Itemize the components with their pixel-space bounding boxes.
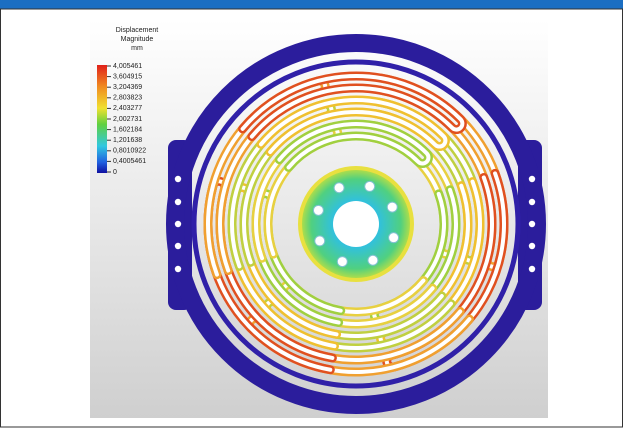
hole (175, 176, 181, 182)
page: Displacement Magnitude mm 4,005461 3,6049… (0, 0, 623, 428)
screenshot: Displacement Magnitude mm 4,005461 3,6049… (0, 0, 623, 428)
hole (529, 243, 535, 249)
hole (529, 221, 535, 227)
color-bar-label: 0,4005461 (113, 158, 146, 165)
bolt-hole (313, 205, 323, 215)
color-bar (97, 65, 107, 173)
color-bar-label: 0,8010922 (113, 148, 146, 155)
bore (333, 201, 379, 247)
hole (175, 199, 181, 205)
bolt-hole (387, 202, 397, 212)
color-bar-label: 2,002731 (113, 116, 142, 123)
color-bar-label: 3,204369 (113, 84, 142, 91)
legend-title: Magnitude (121, 36, 154, 43)
hole (175, 266, 181, 272)
color-bar-label: 3,604915 (113, 73, 142, 80)
bolt-hole (337, 257, 347, 267)
hole (529, 176, 535, 182)
bolt-hole (368, 255, 378, 265)
color-bar-label: 2,403277 (113, 105, 142, 112)
hole (529, 199, 535, 205)
color-bar-label: 1,201638 (113, 137, 142, 144)
bolt-hole (389, 233, 399, 243)
legend-unit: mm (131, 45, 143, 52)
color-bar-label: 0 (113, 169, 117, 176)
bolt-hole (334, 183, 344, 193)
color-bar-label: 2,803823 (113, 95, 142, 102)
color-bar-label: 4,005461 (113, 63, 142, 70)
bolt-hole (365, 181, 375, 191)
hole (175, 243, 181, 249)
hole (175, 221, 181, 227)
hole (529, 266, 535, 272)
color-bar-label: 1,602184 (113, 126, 142, 133)
legend-title: Displacement (116, 27, 158, 34)
title-bar (0, 0, 623, 9)
bolt-hole (315, 236, 325, 246)
